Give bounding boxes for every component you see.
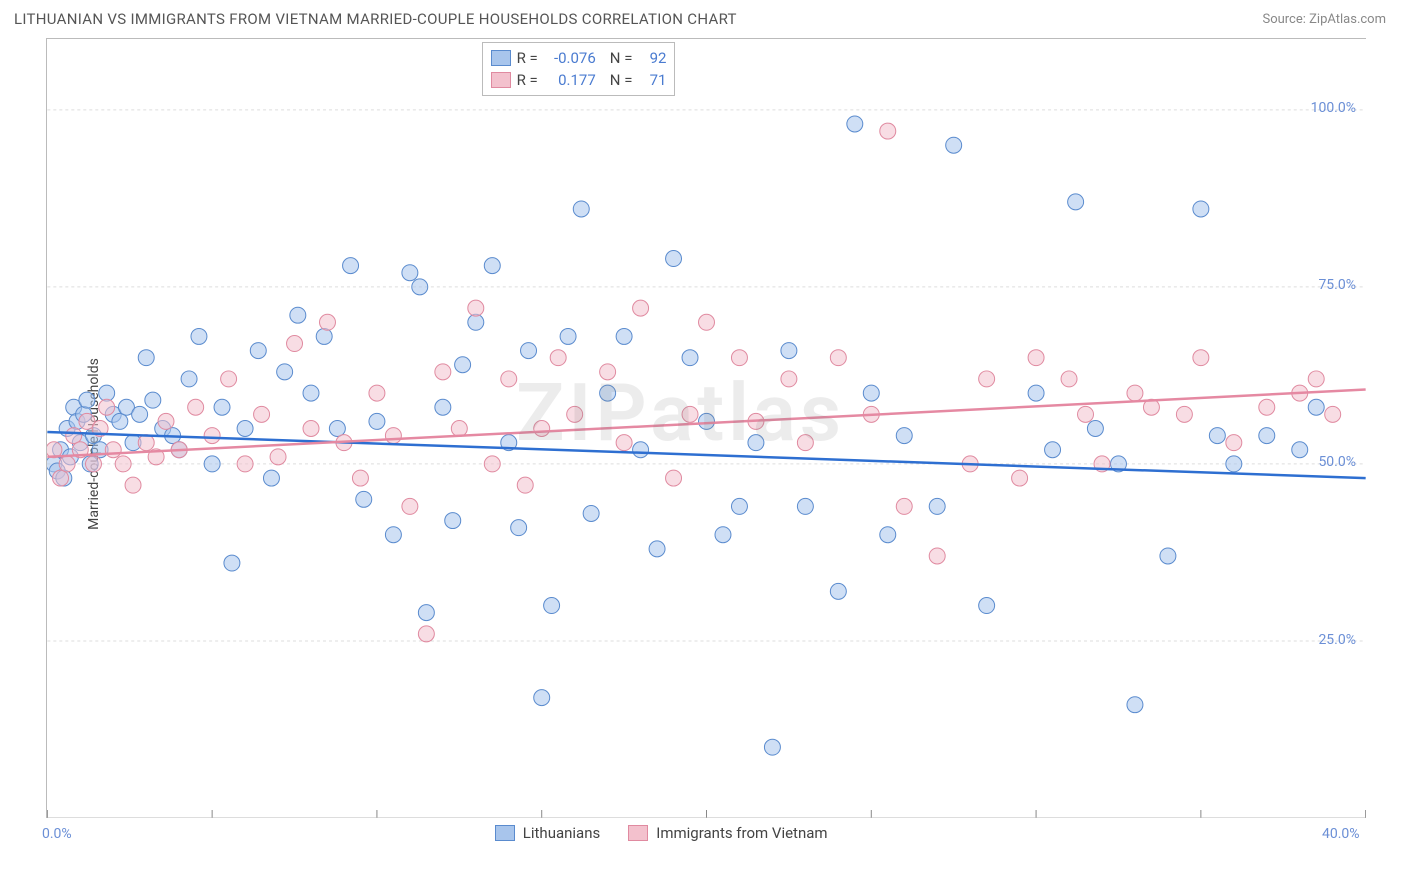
chart-title: LITHUANIAN VS IMMIGRANTS FROM VIETNAM MA… [14, 10, 737, 28]
bottom-legend: Lithuanians Immigrants from Vietnam [495, 824, 828, 842]
y-tick-label: 25.0% [1296, 632, 1356, 648]
legend-swatch [491, 50, 511, 66]
scatter-plot [46, 38, 1366, 818]
correlation-row: R =0.177 N =71 [491, 69, 667, 91]
chart-header: LITHUANIAN VS IMMIGRANTS FROM VIETNAM MA… [0, 0, 1406, 34]
legend-item: Immigrants from Vietnam [628, 824, 827, 842]
y-tick-label: 75.0% [1296, 277, 1356, 293]
correlation-row: R =-0.076 N =92 [491, 47, 667, 69]
legend-swatch [628, 825, 648, 841]
legend-label: Immigrants from Vietnam [656, 824, 827, 842]
legend-swatch [495, 825, 515, 841]
y-tick-label: 100.0% [1296, 100, 1356, 116]
y-tick-label: 50.0% [1296, 454, 1356, 470]
legend-label: Lithuanians [523, 824, 600, 842]
x-tick-label: 40.0% [1322, 826, 1360, 842]
legend-swatch [491, 72, 511, 88]
legend-item: Lithuanians [495, 824, 600, 842]
chart-area: Married-couple Households 25.0%50.0%75.0… [0, 34, 1406, 854]
x-tick-label: 0.0% [42, 826, 72, 842]
source-attribution: Source: ZipAtlas.com [1262, 12, 1386, 27]
correlation-legend-box: R =-0.076 N =92 R =0.177 N =71 [482, 42, 676, 96]
